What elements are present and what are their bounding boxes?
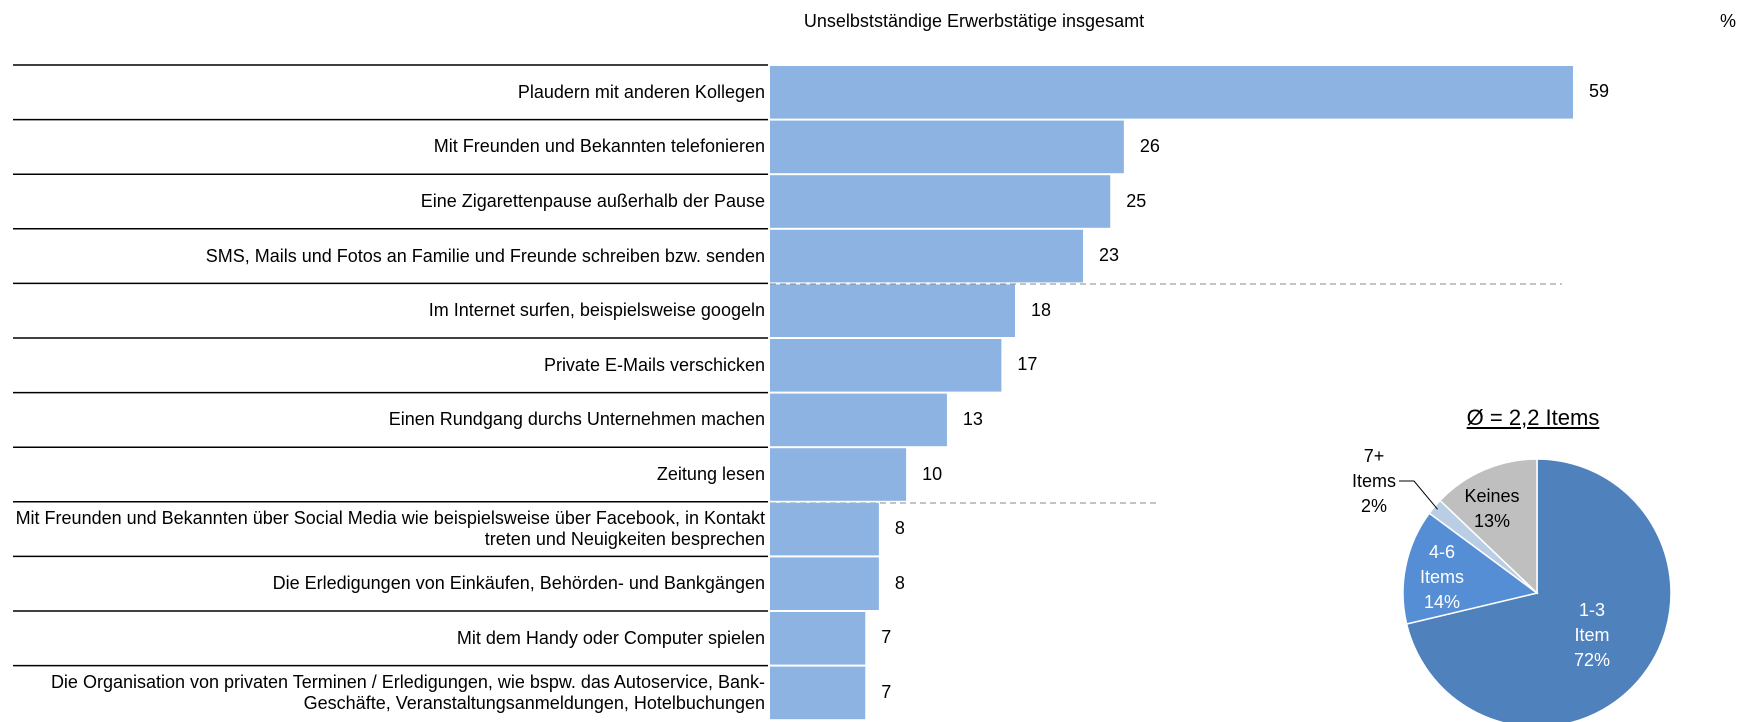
category-label: Private E-Mails verschicken [543,354,765,375]
pie-category-label: Keines [1464,486,1520,506]
pie-category-label: 1-3 Item [1574,600,1610,645]
value-label: 7 [881,681,892,702]
pie-slice [1405,458,1672,722]
category-label: Mit Freunden und Bekannten über Social M… [15,508,765,550]
pie-value-label: 13% [1473,511,1511,531]
category-label: Mit dem Handy oder Computer spielen [456,627,765,648]
category-label: Eine Zigarettenpause außerhalb der Pause [420,190,765,211]
pie-value-label: 14% [1423,592,1461,612]
bar [770,612,866,665]
pie-label: 4-6 Items 14% [1412,540,1472,615]
category-label: Im Internet surfen, beispielsweise googe… [428,300,765,321]
pie-category-label: 7+ Items [1351,446,1396,491]
bar [770,502,879,556]
value-label: 18 [1030,299,1051,320]
pie-slice [1438,458,1538,595]
leader-line [1399,480,1438,510]
pie-slice [1402,512,1539,625]
value-label: 10 [922,463,943,484]
value-label: 7 [881,627,892,648]
category-label: Die Erledigungen von Einkäufen, Behörden… [272,573,765,594]
bar [770,175,1111,228]
pie-label: 1-3 Item 72% [1567,598,1617,673]
pie-label: Keines 13% [1457,484,1527,534]
value-label: 8 [894,518,905,539]
bar [770,120,1124,174]
bar [770,284,1015,337]
bar [770,229,1084,283]
category-label: SMS, Mails und Fotos an Familie und Freu… [205,245,765,266]
value-label: 26 [1139,135,1160,156]
value-label: 25 [1126,190,1147,211]
pie-title: Ø = 2,2 Items [1466,405,1600,430]
value-label: 59 [1589,81,1610,102]
pie-value-label: 72% [1573,650,1611,670]
category-label: Mit Freunden und Bekannten telefonieren [433,136,765,157]
value-label: 13 [962,408,983,429]
chart-title: Unselbstständige Erwerbstätige insgesamt [803,11,1145,31]
category-label: Zeitung lesen [656,463,765,484]
bar [770,557,879,610]
category-label: Einen Rundgang durchs Unternehmen machen [388,409,765,430]
bar [770,666,866,720]
value-label: 23 [1099,245,1120,266]
pie-label: 7+ Items 2% [1344,444,1404,519]
category-label: Die Organisation von privaten Terminen /… [50,671,765,713]
pie-value-label: 2% [1360,496,1387,516]
value-label: 8 [894,572,905,593]
category-label: Plaudern mit anderen Kollegen [517,81,765,102]
unit-label: % [1720,11,1737,31]
value-label: 17 [1017,354,1038,375]
bar [770,339,1002,392]
bar [770,66,1573,119]
pie-category-label: 4-6 Items [1419,542,1464,587]
bar [770,448,907,501]
bar [770,393,947,447]
